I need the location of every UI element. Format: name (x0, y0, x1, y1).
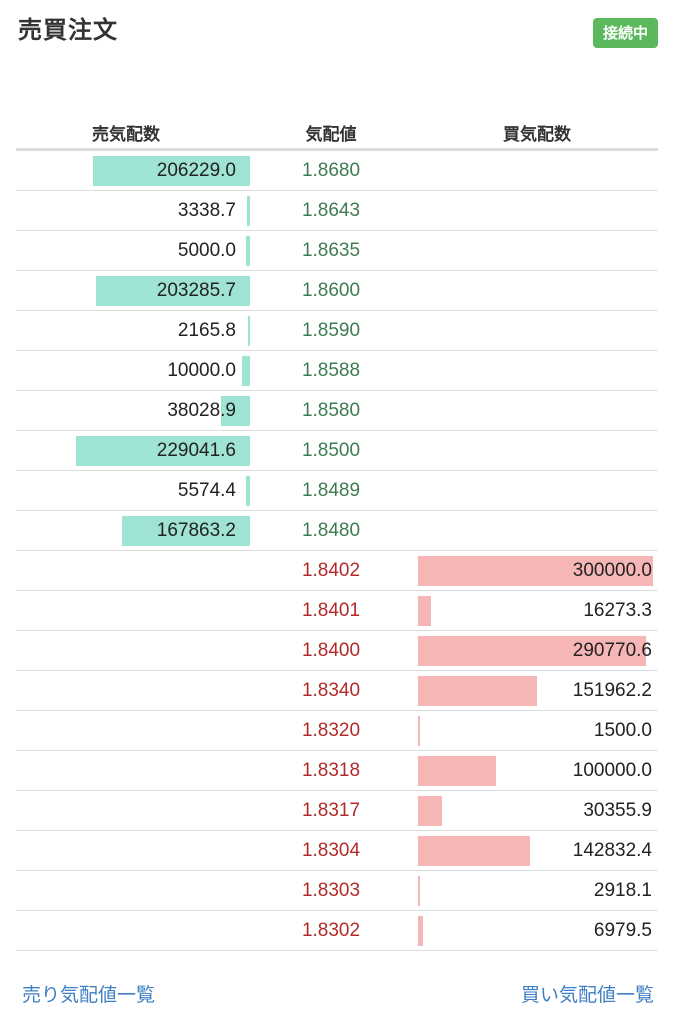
bid-volume-bar (418, 796, 442, 826)
bid-volume-bar (418, 596, 431, 626)
bid-row[interactable]: 1.8340 151962.2 (16, 671, 658, 711)
ask-row[interactable]: 2165.8 1.8590 (16, 311, 658, 351)
ask-row[interactable]: 3338.7 1.8643 (16, 191, 658, 231)
bid-qty: 2918.1 (593, 880, 652, 901)
bid-row[interactable]: 1.8400 290770.6 (16, 631, 658, 671)
bid-volume-bar (418, 676, 537, 706)
bid-price: 1.8402 (301, 560, 361, 581)
ask-price: 1.8643 (301, 200, 361, 221)
ask-price: 1.8480 (301, 520, 361, 541)
ask-volume-bar (246, 476, 250, 506)
ask-volume-bar (247, 196, 250, 226)
bid-volume-bar (418, 756, 496, 786)
ask-qty: 2165.8 (177, 320, 236, 341)
ask-price: 1.8500 (301, 440, 361, 461)
ask-price: 1.8680 (301, 160, 361, 181)
bid-price: 1.8320 (301, 720, 361, 741)
ask-qty: 3338.7 (177, 200, 236, 221)
bid-row[interactable]: 1.8401 16273.3 (16, 591, 658, 631)
bid-qty: 16273.3 (583, 600, 652, 621)
ask-row[interactable]: 203285.7 1.8600 (16, 271, 658, 311)
bid-volume-bar (418, 636, 646, 666)
connection-status-badge: 接続中 (592, 18, 658, 48)
bid-price: 1.8401 (301, 600, 361, 621)
bid-price: 1.8317 (301, 800, 361, 821)
ask-volume-bar (248, 316, 250, 346)
ask-row[interactable]: 38028.9 1.8580 (16, 391, 658, 431)
bid-price: 1.8304 (301, 840, 361, 861)
bid-row[interactable]: 1.8303 2918.1 (16, 871, 658, 911)
ask-volume-bar (93, 156, 250, 186)
ask-volume-bar (76, 436, 250, 466)
bid-qty: 290770.6 (572, 640, 652, 661)
ask-volume-bar (96, 276, 250, 306)
ask-volume-bar (122, 516, 250, 546)
ask-qty: 5574.4 (177, 480, 236, 501)
ask-price: 1.8580 (301, 400, 361, 421)
bid-price: 1.8302 (301, 920, 361, 941)
bid-volume-bar (418, 836, 530, 866)
ask-qty: 167863.2 (156, 520, 236, 541)
ask-price: 1.8489 (301, 480, 361, 501)
column-header-price: 気配値 (305, 125, 357, 145)
ask-price: 1.8590 (301, 320, 361, 341)
ask-quote-list-link[interactable]: 売り気配値一覧 (22, 984, 156, 1006)
ask-row[interactable]: 5574.4 1.8489 (16, 471, 658, 511)
page-title: 売買注文 (18, 16, 118, 44)
ask-qty: 5000.0 (177, 240, 236, 261)
bid-row[interactable]: 1.8304 142832.4 (16, 831, 658, 871)
ask-qty: 229041.6 (156, 440, 236, 461)
order-book-table: 売気配数 気配値 買気配数 206229.0 1.8680 3338.7 1.8643… (16, 112, 658, 951)
table-header: 売気配数 気配値 買気配数 (16, 112, 658, 151)
bid-price: 1.8340 (301, 680, 361, 701)
footer-links: 売り気配値一覧 買い気配値一覧 (22, 980, 654, 1010)
bid-qty: 300000.0 (572, 560, 652, 581)
bid-volume-bar (418, 916, 423, 946)
bid-row[interactable]: 1.8320 1500.0 (16, 711, 658, 751)
bid-qty: 30355.9 (583, 800, 652, 821)
ask-row[interactable]: 229041.6 1.8500 (16, 431, 658, 471)
bid-qty: 1500.0 (593, 720, 652, 741)
bid-qty: 151962.2 (572, 680, 652, 701)
order-book-rows: 206229.0 1.8680 3338.7 1.8643 5000.0 1.8635 20… (16, 151, 658, 951)
bid-qty: 100000.0 (572, 760, 652, 781)
bid-quote-list-link[interactable]: 買い気配値一覧 (520, 984, 654, 1006)
ask-volume-bar (246, 236, 250, 266)
ask-row[interactable]: 206229.0 1.8680 (16, 151, 658, 191)
bid-row[interactable]: 1.8317 30355.9 (16, 791, 658, 831)
ask-row[interactable]: 167863.2 1.8480 (16, 511, 658, 551)
column-header-ask-qty: 売気配数 (92, 125, 160, 145)
ask-row[interactable]: 10000.0 1.8588 (16, 351, 658, 391)
bid-price: 1.8400 (301, 640, 361, 661)
bid-row[interactable]: 1.8318 100000.0 (16, 751, 658, 791)
bid-qty: 6979.5 (593, 920, 652, 941)
ask-qty: 10000.0 (167, 360, 236, 381)
bid-price: 1.8318 (301, 760, 361, 781)
ask-price: 1.8600 (301, 280, 361, 301)
ask-qty: 203285.7 (156, 280, 236, 301)
bid-volume-bar (418, 876, 420, 906)
ask-price: 1.8635 (301, 240, 361, 261)
bid-volume-bar (418, 556, 653, 586)
ask-row[interactable]: 5000.0 1.8635 (16, 231, 658, 271)
ask-price: 1.8588 (301, 360, 361, 381)
ask-volume-bar (242, 356, 250, 386)
bid-row[interactable]: 1.8402 300000.0 (16, 551, 658, 591)
bid-row[interactable]: 1.8302 6979.5 (16, 911, 658, 951)
bid-qty: 142832.4 (572, 840, 652, 861)
ask-qty: 206229.0 (156, 160, 236, 181)
ask-volume-bar (221, 396, 250, 426)
bid-price: 1.8303 (301, 880, 361, 901)
bid-volume-bar (418, 716, 420, 746)
column-header-bid-qty: 買気配数 (503, 125, 571, 145)
ask-qty: 38028.9 (167, 400, 236, 421)
